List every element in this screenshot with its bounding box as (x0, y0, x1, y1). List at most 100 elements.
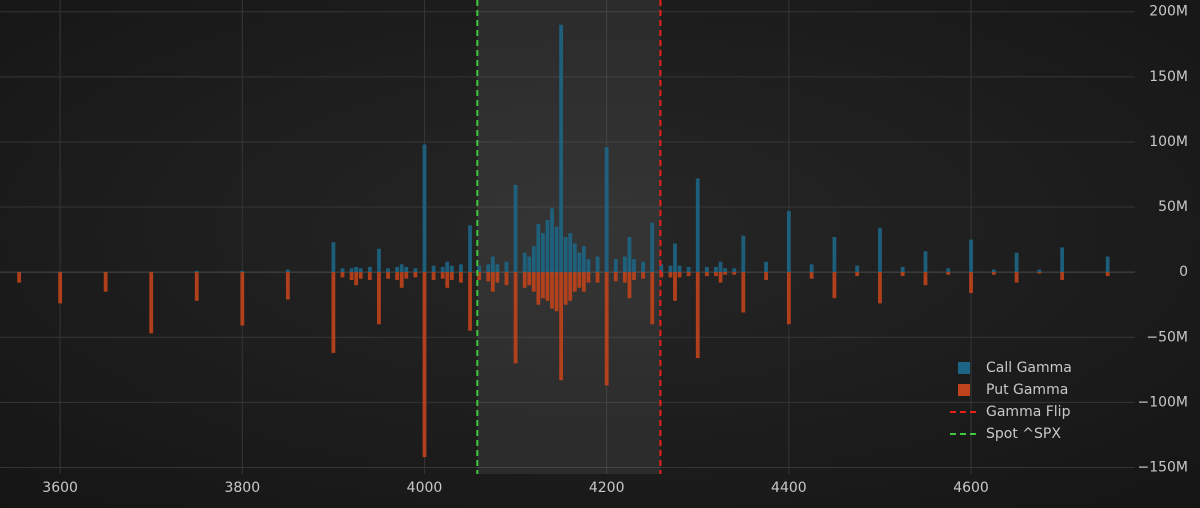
bar (559, 272, 564, 381)
legend-swatch (958, 384, 970, 396)
bar (786, 272, 791, 325)
bar (855, 272, 860, 277)
bar (900, 272, 905, 277)
bar (1060, 272, 1065, 280)
bar (240, 270, 245, 273)
bar (991, 269, 996, 273)
bar (878, 227, 882, 273)
bar (422, 144, 427, 273)
bar (554, 226, 559, 273)
bar (673, 243, 677, 273)
legend-swatch (958, 362, 970, 374)
bar (732, 272, 737, 275)
bar (486, 264, 491, 273)
bar (809, 264, 814, 273)
bar (522, 252, 527, 273)
x-tick-label: 4600 (953, 480, 989, 496)
legend-label: Call Gamma (986, 360, 1072, 376)
bar (1014, 272, 1019, 283)
bar (17, 272, 22, 283)
bar (563, 237, 568, 273)
bar (677, 272, 682, 278)
bar (704, 272, 709, 277)
bar (395, 272, 400, 280)
bar (377, 248, 381, 273)
bar (577, 252, 582, 273)
bar (586, 259, 591, 273)
bar (440, 266, 445, 273)
bar (832, 237, 837, 273)
bar (650, 272, 655, 325)
bar (686, 266, 691, 273)
bar (723, 268, 727, 273)
bar (386, 268, 390, 273)
bar (440, 272, 445, 279)
bar (923, 251, 928, 273)
bar (632, 259, 636, 273)
bar (331, 242, 336, 273)
bar (541, 272, 545, 299)
bar (855, 265, 860, 273)
bar (490, 272, 495, 292)
bar (622, 256, 627, 273)
bar (554, 272, 559, 312)
bar (613, 272, 618, 282)
bar (686, 272, 691, 277)
bar (358, 272, 363, 279)
bar (545, 272, 550, 301)
bar (495, 264, 500, 273)
bar (613, 259, 618, 273)
bar (367, 272, 372, 280)
bar (404, 266, 409, 273)
bar (490, 256, 495, 273)
bar (946, 272, 951, 275)
bar (741, 235, 746, 273)
bar (386, 272, 390, 279)
bar (240, 272, 245, 326)
bar (627, 237, 632, 273)
bar (718, 272, 723, 283)
bar (695, 272, 700, 359)
bar (559, 24, 564, 273)
bar (531, 272, 536, 292)
bar (459, 272, 463, 283)
bar (577, 272, 582, 288)
bar (522, 272, 527, 288)
bar (349, 272, 354, 280)
bar (732, 268, 737, 273)
bar (531, 246, 536, 273)
bar (367, 266, 372, 273)
y-tick-label: 150M (1149, 69, 1188, 85)
bar (1105, 256, 1110, 273)
bar (595, 256, 600, 273)
bar (659, 264, 664, 273)
bar (377, 272, 381, 325)
bar (340, 272, 345, 278)
bar (632, 272, 636, 280)
bar (431, 265, 436, 273)
bar (495, 272, 500, 283)
bar (536, 272, 541, 305)
bar (504, 272, 509, 286)
bar (103, 272, 108, 292)
bar (545, 220, 550, 273)
bar (504, 261, 509, 273)
bar (923, 272, 928, 286)
bar (641, 261, 646, 273)
bar (477, 265, 482, 273)
bar (340, 268, 345, 273)
bar (604, 147, 609, 273)
bar (572, 272, 577, 292)
bar (581, 246, 586, 273)
bar (285, 269, 290, 273)
bar (563, 272, 568, 305)
bar (445, 261, 450, 273)
bar (668, 272, 673, 278)
bar (58, 272, 63, 304)
x-tick-label: 4000 (407, 480, 443, 496)
y-tick-label: 0 (1179, 264, 1188, 280)
bar (568, 233, 573, 273)
y-tick-label: 200M (1149, 4, 1188, 20)
